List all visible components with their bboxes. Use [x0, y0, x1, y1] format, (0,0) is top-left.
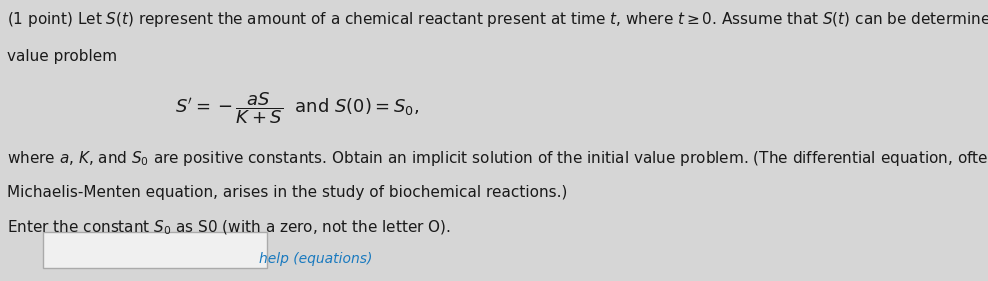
Text: value problem: value problem	[7, 49, 118, 64]
FancyBboxPatch shape	[42, 232, 268, 268]
Text: $S' = -\dfrac{aS}{K + S}$  and $S(0) = S_0,$: $S' = -\dfrac{aS}{K + S}$ and $S(0) = S_…	[175, 90, 419, 126]
Text: help (equations): help (equations)	[259, 252, 371, 266]
Text: where $a$, $K$, and $S_0$ are positive constants. Obtain an implicit solution of: where $a$, $K$, and $S_0$ are positive c…	[7, 149, 988, 168]
Text: (1 point) Let $S(t)$ represent the amount of a chemical reactant present at time: (1 point) Let $S(t)$ represent the amoun…	[7, 10, 988, 29]
Text: Enter the constant $S_0$ as S0 (with a zero, not the letter O).: Enter the constant $S_0$ as S0 (with a z…	[7, 218, 452, 237]
Text: Michaelis-Menten equation, arises in the study of biochemical reactions.): Michaelis-Menten equation, arises in the…	[7, 185, 568, 200]
